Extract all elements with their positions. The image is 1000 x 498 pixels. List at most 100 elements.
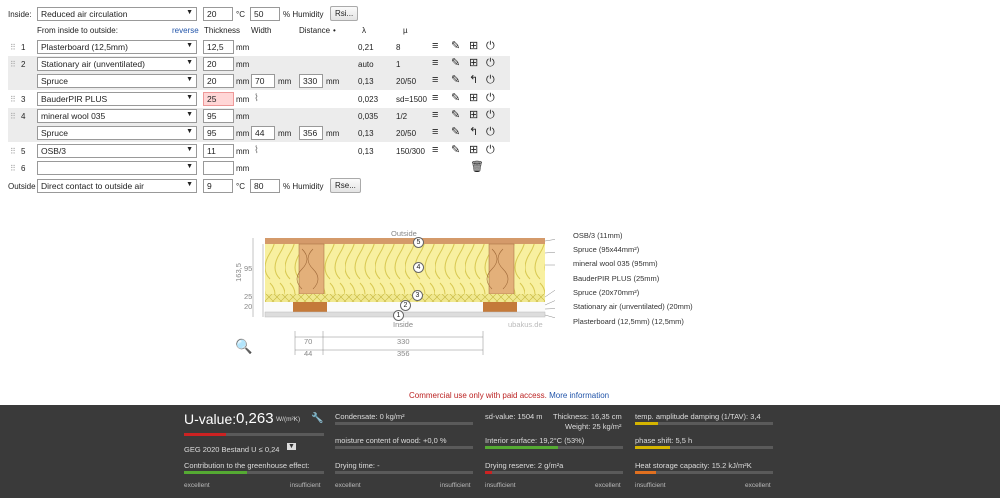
sublayer-material-select[interactable]: Spruce ▼ xyxy=(37,74,197,88)
layer-thickness-input[interactable]: 11 xyxy=(203,144,234,158)
sublayer-distance-input[interactable]: 356 xyxy=(299,126,323,140)
add-sublayer-icon[interactable]: ⊞ xyxy=(469,57,479,69)
distance-header[interactable]: Distance xyxy=(299,26,331,35)
edit-pencil-icon[interactable]: ✎ xyxy=(451,40,461,52)
drag-handle-icon[interactable]: ⠿ xyxy=(10,112,16,121)
menu-icon[interactable]: ≡ xyxy=(432,144,439,156)
add-sublayer-icon[interactable]: ⊞ xyxy=(469,40,479,52)
power-icon[interactable]: ⏻ xyxy=(486,40,495,52)
excellent-label: excellent xyxy=(184,482,210,489)
add-sublayer-icon[interactable]: ⊞ xyxy=(469,144,479,156)
power-icon[interactable]: ⏻ xyxy=(486,92,495,104)
layer-legend-label: Plasterboard (12,5mm) (12,5mm) xyxy=(573,317,684,326)
chevron-down-icon: ▼ xyxy=(186,76,193,83)
layer-mu: 1/2 xyxy=(396,112,408,121)
layer-material-select[interactable]: ▼ xyxy=(37,161,197,175)
power-icon[interactable]: ⏻ xyxy=(486,57,495,69)
layer-material-value: BauderPIR PLUS xyxy=(41,94,108,104)
add-sublayer-icon[interactable]: ⊞ xyxy=(469,109,479,121)
sublayer-lambda: 0,13 xyxy=(358,129,374,138)
power-icon[interactable]: ⏻ xyxy=(486,74,495,86)
rse-button[interactable]: Rse... xyxy=(330,178,361,193)
layer-thickness-input[interactable] xyxy=(203,161,234,175)
layer-material-select[interactable]: BauderPIR PLUS ▼ xyxy=(37,92,197,106)
amplitude-bar xyxy=(635,422,773,425)
layer-thickness-input[interactable]: 95 xyxy=(203,109,234,123)
power-icon[interactable]: ⏻ xyxy=(486,126,495,138)
edit-pencil-icon[interactable]: ✎ xyxy=(451,126,461,138)
edit-pencil-icon[interactable]: ✎ xyxy=(451,57,461,69)
more-information-link[interactable]: More information xyxy=(549,391,610,400)
wrench-icon[interactable]: 🔧 xyxy=(311,413,324,424)
undo-icon[interactable]: ↰ xyxy=(469,126,479,138)
menu-icon[interactable]: ≡ xyxy=(432,40,439,52)
sublayer-distance-input[interactable]: 330 xyxy=(299,74,323,88)
layer-material-select[interactable]: OSB/3 ▼ xyxy=(37,144,197,158)
chevron-down-icon: ▼ xyxy=(186,111,193,118)
insulation-icon[interactable]: ⌇ xyxy=(254,145,259,156)
layer-marker: 2 xyxy=(400,300,411,311)
inside-label: Inside: xyxy=(8,10,32,19)
drag-handle-icon[interactable]: ⠿ xyxy=(10,60,16,69)
inside-condition-select[interactable]: Reduced air circulation ▼ xyxy=(37,7,197,21)
undo-icon[interactable]: ↰ xyxy=(469,74,479,86)
edit-pencil-icon[interactable]: ✎ xyxy=(451,92,461,104)
inside-humidity-input[interactable]: 50 xyxy=(250,7,280,21)
power-icon[interactable]: ⏻ xyxy=(486,109,495,121)
menu-icon[interactable]: ≡ xyxy=(432,92,439,104)
layer-material-select[interactable]: Plasterboard (12,5mm) ▼ xyxy=(37,40,197,54)
trash-icon[interactable]: 🗑 xyxy=(470,161,484,173)
sublayer-thickness-unit: mm xyxy=(236,129,250,138)
sublayer-width-input[interactable]: 70 xyxy=(251,74,275,88)
add-sublayer-icon[interactable]: ⊞ xyxy=(469,92,479,104)
width-header: Width xyxy=(251,26,272,35)
sublayer-material-select[interactable]: Spruce ▼ xyxy=(37,126,197,140)
drag-handle-icon[interactable]: ⠿ xyxy=(10,43,16,52)
layer-number: 4 xyxy=(21,112,26,121)
amplitude-label: temp. amplitude damping (1/TAV): 3,4 xyxy=(635,412,761,421)
edit-pencil-icon[interactable]: ✎ xyxy=(451,74,461,86)
layer-lambda: 0,023 xyxy=(358,95,379,104)
power-icon[interactable]: ⏻ xyxy=(486,144,495,156)
outside-temp-input[interactable]: 9 xyxy=(203,179,233,193)
layer-thickness-input[interactable]: 20 xyxy=(203,57,234,71)
layer-thickness-input[interactable]: 12,5 xyxy=(203,40,234,54)
layer-material-select[interactable]: Stationary air (unventilated) ▼ xyxy=(37,57,197,71)
menu-icon[interactable]: ≡ xyxy=(432,74,439,86)
edit-pencil-icon[interactable]: ✎ xyxy=(451,109,461,121)
layer-material-value: mineral wool 035 xyxy=(41,111,106,121)
menu-icon[interactable]: ≡ xyxy=(432,126,439,138)
sublayer-width-input[interactable]: 44 xyxy=(251,126,275,140)
layer-thickness-input[interactable]: 25 xyxy=(203,92,234,106)
condensate-bar xyxy=(335,422,473,425)
uvalue-bar xyxy=(184,433,324,436)
sublayer-thickness-input[interactable]: 20 xyxy=(203,74,234,88)
drag-handle-icon[interactable]: ⠿ xyxy=(10,147,16,156)
sublayer-thickness-input[interactable]: 95 xyxy=(203,126,234,140)
menu-icon[interactable]: ≡ xyxy=(432,109,439,121)
commercial-notice: Commercial use only with paid access. Mo… xyxy=(409,391,609,400)
inside-temp-unit: °C xyxy=(236,10,245,19)
inside-temp-input[interactable]: 20 xyxy=(203,7,233,21)
sublayer-width-unit: mm xyxy=(278,129,292,138)
zoom-icon[interactable]: 🔍 xyxy=(235,338,253,354)
phase-bar xyxy=(635,446,773,449)
outside-condition-select[interactable]: Direct contact to outside air ▼ xyxy=(37,179,197,193)
outside-humidity-input[interactable]: 80 xyxy=(250,179,280,193)
excellent-label: excellent xyxy=(745,482,771,489)
outside-humidity-unit: % Humidity xyxy=(283,182,324,191)
insulation-icon[interactable]: ⌇ xyxy=(254,93,259,104)
geg-dropdown-icon[interactable]: ▼ xyxy=(287,443,296,450)
drag-handle-icon[interactable]: ⠿ xyxy=(10,164,16,173)
inside-humidity-unit: % Humidity xyxy=(283,10,324,19)
edit-pencil-icon[interactable]: ✎ xyxy=(451,144,461,156)
layer-material-select[interactable]: mineral wool 035 ▼ xyxy=(37,109,197,123)
menu-icon[interactable]: ≡ xyxy=(432,57,439,69)
drag-handle-icon[interactable]: ⠿ xyxy=(10,95,16,104)
layer-legend-label: mineral wool 035 (95mm) xyxy=(573,259,658,268)
reverse-link[interactable]: reverse xyxy=(172,26,199,35)
layer-lambda: 0,21 xyxy=(358,43,374,52)
chevron-down-icon: ▼ xyxy=(186,59,193,66)
layer-thickness-unit: mm xyxy=(236,147,250,156)
rsi-button[interactable]: Rsi... xyxy=(330,6,359,21)
